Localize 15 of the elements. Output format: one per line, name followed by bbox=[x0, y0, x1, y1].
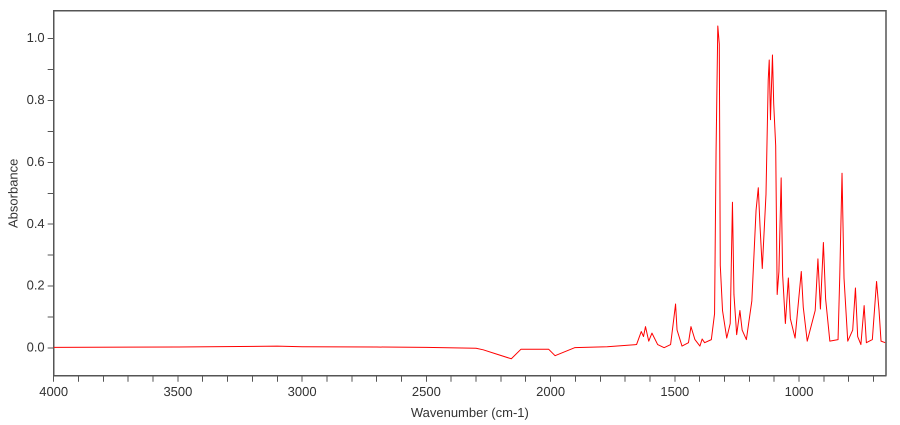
y-tick-label: 0.8 bbox=[26, 92, 45, 108]
x-tick-label: 1500 bbox=[660, 384, 690, 400]
x-tick-label: 2000 bbox=[536, 384, 566, 400]
y-tick-label: 0.2 bbox=[26, 278, 45, 293]
y-tick-label: 1.0 bbox=[26, 30, 45, 46]
y-tick-label: 0.6 bbox=[26, 154, 45, 169]
x-axis-title: Wavenumber (cm-1) bbox=[410, 404, 529, 420]
x-tick-label: 3000 bbox=[288, 384, 317, 400]
x-tick-label: 1000 bbox=[784, 384, 814, 400]
y-axis-title: Absorbance bbox=[5, 158, 20, 228]
x-tick-label: 3500 bbox=[163, 384, 192, 400]
y-tick-label: 0.0 bbox=[26, 340, 45, 355]
x-tick-label: 2500 bbox=[412, 384, 441, 400]
y-tick-label: 0.4 bbox=[26, 216, 45, 231]
x-tick-label: 4000 bbox=[39, 384, 68, 400]
